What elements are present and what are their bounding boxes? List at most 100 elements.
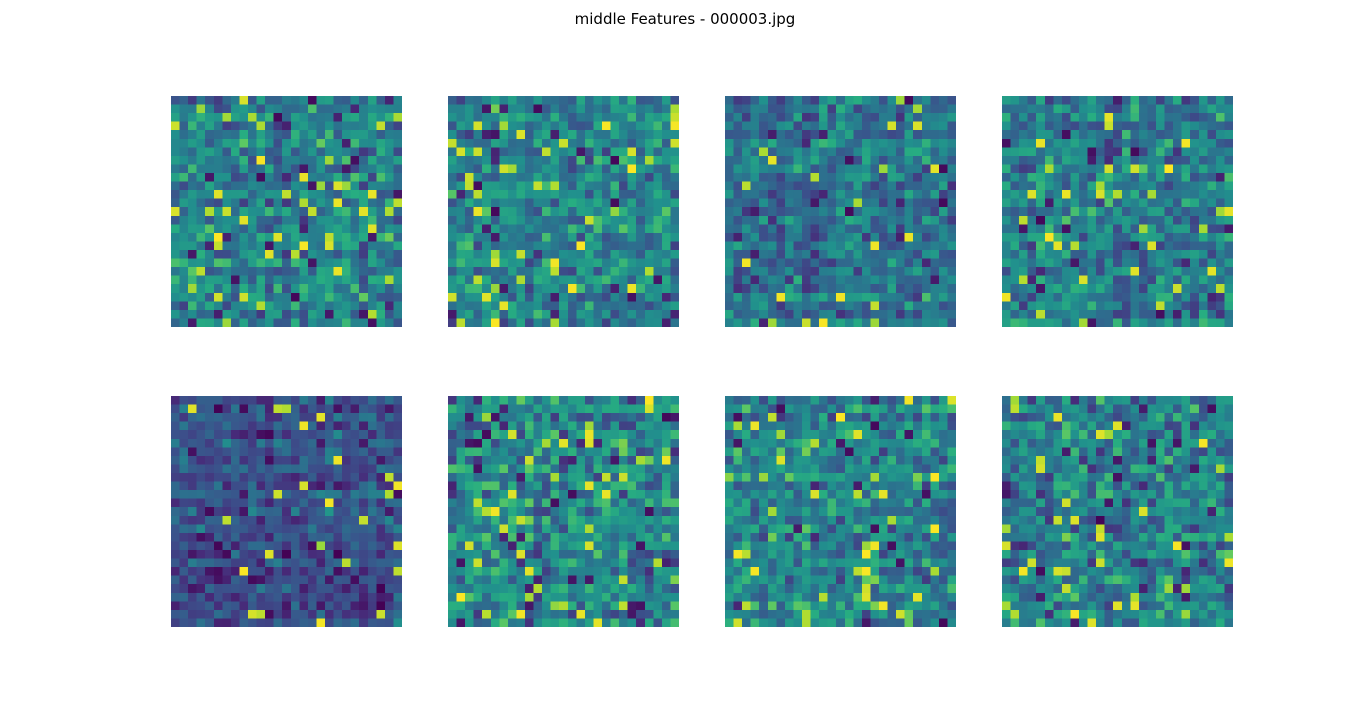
heatmap-cell xyxy=(904,232,914,242)
heatmap-cell xyxy=(179,567,189,577)
heatmap-cell xyxy=(870,250,880,259)
heatmap-cell xyxy=(248,207,257,217)
heatmap-cell xyxy=(384,396,394,405)
heatmap-cell xyxy=(265,241,275,251)
heatmap-cell xyxy=(733,473,743,482)
heatmap-cell xyxy=(670,413,679,423)
heatmap-cell xyxy=(525,481,534,491)
heatmap-cell xyxy=(1147,96,1157,105)
heatmap-cell xyxy=(342,592,352,602)
heatmap-cell xyxy=(644,267,654,277)
heatmap-cell xyxy=(930,438,940,448)
heatmap-cell xyxy=(776,464,786,474)
heatmap-cell xyxy=(567,473,577,482)
heatmap-cell xyxy=(359,224,369,234)
heatmap-cell xyxy=(938,447,948,457)
heatmap-cell xyxy=(550,421,560,431)
heatmap-cell xyxy=(448,301,457,311)
heatmap-cell xyxy=(525,121,534,131)
heatmap-cell xyxy=(533,258,543,268)
heatmap-cell xyxy=(1027,232,1037,242)
heatmap-cell xyxy=(750,567,760,577)
heatmap-cell xyxy=(239,138,249,148)
heatmap-cell xyxy=(1173,284,1183,294)
heatmap-cell xyxy=(670,507,679,517)
heatmap-cell xyxy=(307,173,317,182)
heatmap-cell xyxy=(299,113,309,123)
heatmap-cell xyxy=(290,181,300,191)
heatmap-cell xyxy=(602,515,611,525)
heatmap-cell xyxy=(1130,224,1140,234)
heatmap-cell xyxy=(1044,258,1054,268)
heatmap-cell xyxy=(213,215,223,225)
heatmap-cell xyxy=(733,173,743,182)
heatmap-cell xyxy=(896,96,906,105)
heatmap-cell xyxy=(947,515,956,525)
heatmap-cell xyxy=(248,438,257,448)
heatmap-cell xyxy=(230,396,240,405)
heatmap-cell xyxy=(567,532,577,542)
heatmap-cell xyxy=(887,198,897,208)
heatmap-cell xyxy=(750,104,760,114)
heatmap-cell xyxy=(179,413,189,423)
heatmap-cell xyxy=(456,138,466,148)
heatmap-cell xyxy=(333,524,343,534)
heatmap-cell xyxy=(550,130,560,140)
heatmap-cell xyxy=(913,584,923,594)
heatmap-cell xyxy=(742,498,752,508)
heatmap-cell xyxy=(376,601,386,611)
heatmap-cell xyxy=(196,232,206,242)
heatmap-cell xyxy=(810,396,820,405)
heatmap-cell xyxy=(188,413,198,423)
heatmap-cell xyxy=(196,584,206,594)
heatmap-cell xyxy=(1027,284,1037,294)
heatmap-cell xyxy=(610,104,620,114)
heatmap-cell xyxy=(593,592,603,602)
heatmap-cell xyxy=(316,147,326,157)
heatmap-cell xyxy=(307,96,317,105)
heatmap-cell xyxy=(793,96,803,105)
heatmap-cell xyxy=(636,541,646,551)
heatmap-cell xyxy=(490,609,500,619)
heatmap-cell xyxy=(350,318,360,327)
heatmap-cell xyxy=(670,618,679,627)
heatmap-cell xyxy=(1010,318,1020,327)
heatmap-cell xyxy=(342,584,352,594)
heatmap-cell xyxy=(516,481,526,491)
heatmap-cell xyxy=(507,490,517,500)
heatmap-cell xyxy=(448,413,457,423)
heatmap-cell xyxy=(844,567,854,577)
heatmap-cell xyxy=(350,284,360,294)
heatmap-cell xyxy=(567,181,577,191)
heatmap-cell xyxy=(819,318,829,327)
heatmap-cell xyxy=(533,567,543,577)
heatmap-cell xyxy=(490,550,500,559)
heatmap-cell xyxy=(1061,130,1071,140)
heatmap-cell xyxy=(1130,104,1140,114)
heatmap-cell xyxy=(1010,207,1020,217)
heatmap-cell xyxy=(273,498,283,508)
heatmap-cell xyxy=(930,292,940,302)
heatmap-cell xyxy=(376,438,386,448)
heatmap-cell xyxy=(384,567,394,577)
heatmap-cell xyxy=(947,481,956,491)
heatmap-cell xyxy=(610,584,620,594)
heatmap-cell xyxy=(619,173,629,182)
heatmap-cell xyxy=(887,421,897,431)
heatmap-cell xyxy=(1156,96,1165,105)
heatmap-cell xyxy=(887,155,897,165)
heatmap-cell xyxy=(767,190,777,200)
heatmap-cell xyxy=(1113,258,1123,268)
heatmap-cell xyxy=(844,507,854,517)
heatmap-cell xyxy=(550,473,560,482)
heatmap-cell xyxy=(1181,198,1191,208)
heatmap-cell xyxy=(1147,207,1157,217)
heatmap-cell xyxy=(913,164,923,174)
heatmap-cell xyxy=(1044,284,1054,294)
heatmap-cell xyxy=(750,507,760,517)
heatmap-cell xyxy=(350,490,360,500)
heatmap-cell xyxy=(230,284,240,294)
heatmap-cell xyxy=(1173,138,1183,148)
heatmap-cell xyxy=(256,232,266,242)
heatmap-cell xyxy=(1061,113,1071,123)
